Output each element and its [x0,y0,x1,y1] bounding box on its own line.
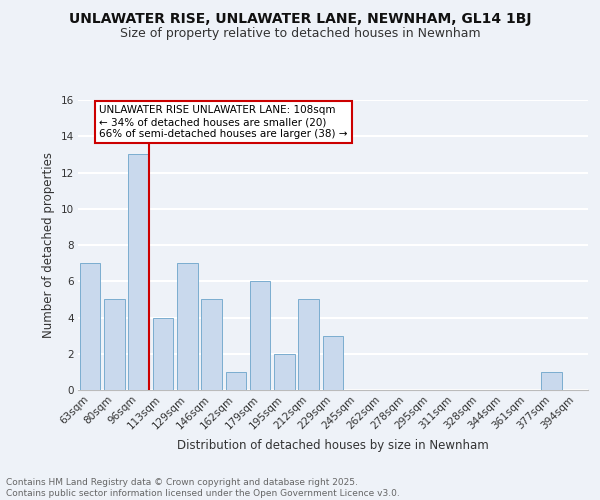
Bar [323,336,343,390]
Text: UNLAWATER RISE, UNLAWATER LANE, NEWNHAM, GL14 1BJ: UNLAWATER RISE, UNLAWATER LANE, NEWNHAM,… [69,12,531,26]
Text: UNLAWATER RISE UNLAWATER LANE: 108sqm
← 34% of detached houses are smaller (20)
: UNLAWATER RISE UNLAWATER LANE: 108sqm ← … [100,106,348,138]
X-axis label: Distribution of detached houses by size in Newnham: Distribution of detached houses by size … [177,440,489,452]
Bar [128,154,149,390]
Bar [298,300,319,390]
Bar [104,300,125,390]
Bar [152,318,173,390]
Text: Contains HM Land Registry data © Crown copyright and database right 2025.
Contai: Contains HM Land Registry data © Crown c… [6,478,400,498]
Bar [80,263,100,390]
Bar [541,372,562,390]
Bar [226,372,246,390]
Bar [177,263,197,390]
Bar [274,354,295,390]
Bar [201,300,222,390]
Text: Size of property relative to detached houses in Newnham: Size of property relative to detached ho… [119,28,481,40]
Bar [250,281,271,390]
Y-axis label: Number of detached properties: Number of detached properties [42,152,55,338]
